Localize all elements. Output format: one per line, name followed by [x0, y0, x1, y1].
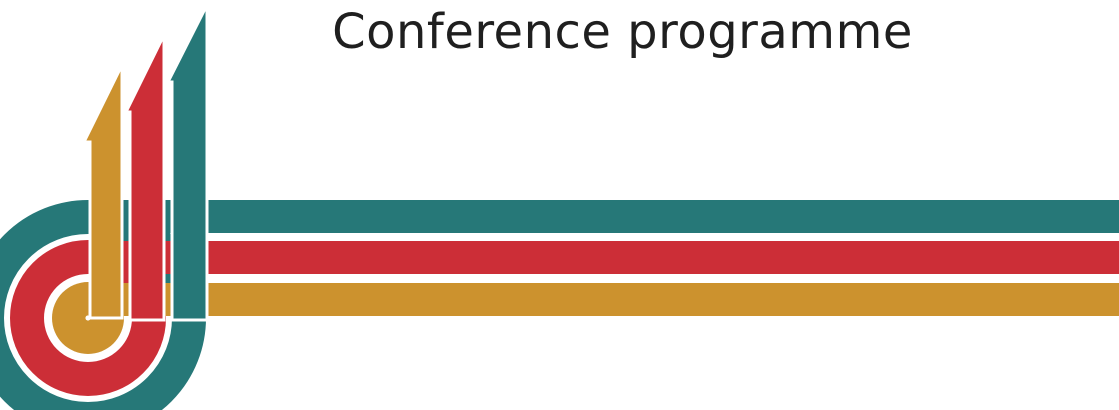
gold-stripe	[88, 283, 1119, 316]
teal-arrow	[168, 5, 207, 320]
teal-stripe	[88, 200, 1119, 233]
red-arrow	[126, 35, 164, 320]
title: Conference programme	[300, 4, 945, 60]
gold-arrow	[84, 65, 122, 318]
decoration	[0, 0, 1119, 410]
page: Conference programme	[0, 0, 1119, 410]
center-dot-top	[86, 316, 91, 321]
red-stripe	[88, 241, 1119, 274]
